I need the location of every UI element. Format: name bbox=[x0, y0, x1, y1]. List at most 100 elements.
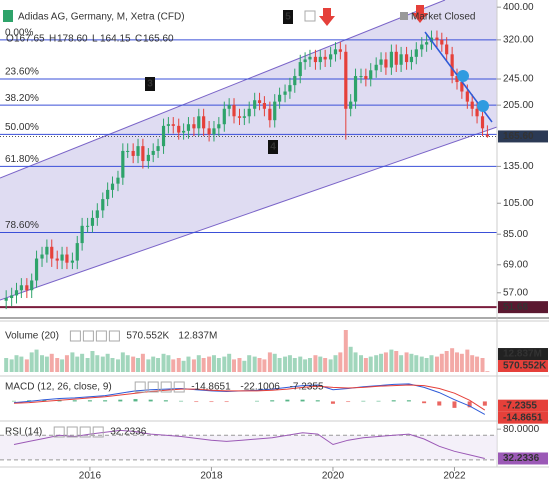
volume-bar bbox=[40, 355, 45, 372]
volume-bar bbox=[60, 359, 65, 372]
support-label: 51.68 bbox=[503, 302, 528, 313]
macd-histogram-bar bbox=[285, 399, 290, 402]
y-tick-label: 245.00 bbox=[503, 74, 534, 85]
last-price-label-box bbox=[498, 130, 548, 143]
volume-bar bbox=[181, 360, 186, 372]
pane-icon[interactable] bbox=[92, 426, 104, 438]
pane-icon[interactable] bbox=[82, 330, 94, 342]
ohlc-label: C bbox=[135, 34, 142, 45]
volume-bar bbox=[4, 358, 9, 372]
volume-bar bbox=[292, 358, 297, 372]
candle-body bbox=[485, 134, 489, 137]
volume-bar bbox=[55, 358, 60, 372]
rsi-axis-label-box bbox=[498, 452, 548, 465]
candle-body bbox=[253, 100, 257, 109]
fib-label: 78.60% bbox=[5, 220, 39, 231]
volume-current-label: 570.552K bbox=[503, 361, 547, 372]
volume-bar bbox=[465, 349, 470, 372]
macd-histogram-bar bbox=[270, 400, 275, 402]
candle-body bbox=[10, 295, 14, 299]
annotation-box bbox=[145, 77, 155, 91]
candle-body bbox=[222, 108, 226, 125]
volume-bar bbox=[298, 356, 303, 372]
volume-bar bbox=[353, 352, 358, 372]
candle-body bbox=[227, 105, 231, 109]
x-tick-label: 2022 bbox=[443, 471, 466, 482]
volume-bar bbox=[85, 358, 90, 372]
volume-bar bbox=[338, 352, 343, 372]
volume-bar bbox=[328, 359, 333, 372]
candle-body bbox=[465, 91, 469, 102]
candle-body bbox=[268, 108, 272, 121]
macd-histogram-bar bbox=[148, 399, 153, 402]
volume-bar bbox=[333, 355, 338, 372]
pane-title: RSI (14) bbox=[5, 427, 42, 438]
pane-icon[interactable] bbox=[160, 381, 172, 393]
volume-average-label-box bbox=[498, 348, 548, 361]
axes: 400.00 320.00 245.00 205.00 135.00 105.00 85.0… bbox=[79, 2, 548, 482]
candle-body bbox=[110, 183, 115, 190]
candle-body bbox=[344, 51, 348, 109]
volume-bar bbox=[323, 358, 328, 372]
macd-histogram-bar bbox=[118, 399, 123, 402]
macd-histogram-bar bbox=[300, 399, 305, 402]
pane-icon[interactable] bbox=[66, 426, 78, 438]
volume-average-label: 12.837M bbox=[503, 349, 542, 360]
volume-bar bbox=[166, 355, 171, 372]
pane-icon[interactable] bbox=[134, 381, 146, 393]
volume-bar bbox=[207, 356, 212, 372]
candle-body bbox=[136, 146, 140, 156]
fib-label: 50.00% bbox=[5, 122, 39, 133]
volume-bar bbox=[374, 355, 379, 372]
macd-histogram-bar bbox=[315, 400, 320, 402]
y-tick-label: 320.00 bbox=[503, 35, 534, 46]
volume-bar bbox=[475, 356, 480, 372]
candle-body bbox=[318, 56, 322, 63]
rsi-line bbox=[13, 429, 485, 459]
macd-histogram-bar bbox=[255, 400, 260, 402]
pane-icon[interactable] bbox=[108, 330, 120, 342]
volume-bar bbox=[459, 353, 464, 372]
volume-bar bbox=[201, 358, 206, 372]
candle-body bbox=[177, 125, 181, 133]
settings-icon[interactable] bbox=[304, 10, 316, 22]
rsi-axis-label: 32.2336 bbox=[503, 453, 540, 464]
pane-icon[interactable] bbox=[53, 426, 65, 438]
fib-label: 23.60% bbox=[5, 67, 39, 78]
fib-label: 38.20% bbox=[5, 93, 39, 104]
candle-body bbox=[70, 260, 75, 263]
candle-body bbox=[277, 94, 282, 102]
pane-icon[interactable] bbox=[95, 330, 107, 342]
pane-icon[interactable] bbox=[147, 381, 159, 393]
candle-body bbox=[394, 51, 398, 65]
volume-bar bbox=[29, 352, 34, 372]
candle-body bbox=[333, 49, 338, 55]
macd-histogram-bar bbox=[330, 401, 335, 404]
candle-body bbox=[323, 56, 327, 60]
y-tick-label: 400.00 bbox=[503, 2, 534, 13]
candle-body bbox=[237, 116, 242, 118]
volume-bar bbox=[125, 355, 130, 372]
candle-body bbox=[40, 254, 44, 259]
fib-label: 0.00% bbox=[5, 28, 33, 39]
macd-histogram-bar bbox=[11, 400, 16, 402]
pane-icon[interactable] bbox=[69, 330, 81, 342]
pane-icon[interactable] bbox=[173, 381, 185, 393]
pane-icon[interactable] bbox=[79, 426, 91, 438]
macd-value: -22.1006 bbox=[240, 382, 280, 393]
macd-histogram-bar bbox=[346, 401, 351, 403]
volume-bar bbox=[307, 358, 312, 372]
market-status: Market Closed bbox=[411, 12, 475, 23]
annotation-box bbox=[283, 10, 293, 24]
candle-body bbox=[212, 128, 216, 135]
macd-histogram-bar bbox=[194, 401, 199, 403]
candle-body bbox=[470, 101, 474, 109]
volume-bar bbox=[277, 358, 282, 372]
macd-histogram-bar bbox=[209, 401, 214, 403]
candle-body bbox=[85, 225, 90, 227]
candle-body bbox=[420, 44, 424, 50]
macd-value: -14.8651 bbox=[191, 382, 231, 393]
candle-body bbox=[353, 76, 358, 102]
candle-body bbox=[90, 217, 95, 226]
y-tick-label: 105.00 bbox=[503, 198, 534, 209]
